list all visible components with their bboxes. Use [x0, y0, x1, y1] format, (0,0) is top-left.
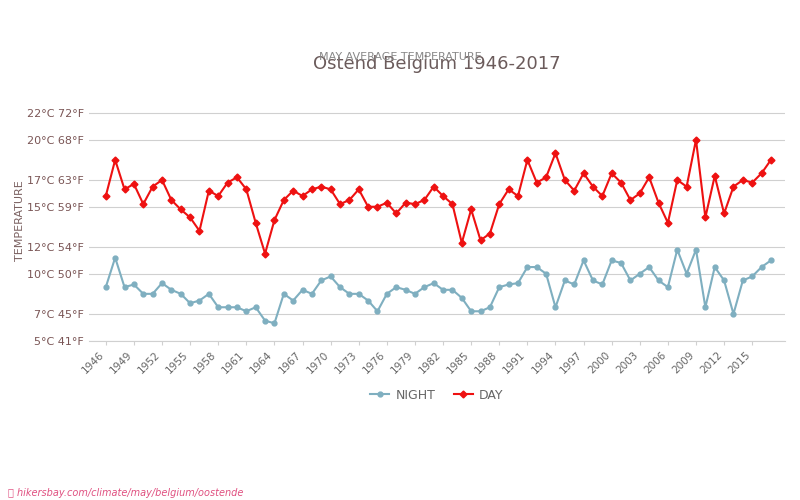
- Title: Ostend Belgium 1946-2017: Ostend Belgium 1946-2017: [313, 55, 561, 73]
- Y-axis label: TEMPERATURE: TEMPERATURE: [15, 180, 25, 260]
- NIGHT: [335, 284, 345, 290]
- DAY: [194, 228, 204, 234]
- DAY: [691, 137, 701, 143]
- Text: 📍 hikersbay.com/climate/may/belgium/oostende: 📍 hikersbay.com/climate/may/belgium/oost…: [8, 488, 243, 498]
- DAY: [560, 177, 570, 183]
- DAY: [485, 230, 494, 236]
- NIGHT: [729, 311, 738, 317]
- NIGHT: [485, 304, 494, 310]
- Line: NIGHT: NIGHT: [103, 247, 774, 326]
- DAY: [729, 184, 738, 190]
- NIGHT: [532, 264, 542, 270]
- NIGHT: [101, 284, 110, 290]
- NIGHT: [560, 278, 570, 283]
- DAY: [260, 250, 270, 256]
- DAY: [335, 201, 345, 207]
- NIGHT: [766, 258, 776, 264]
- DAY: [532, 180, 542, 186]
- Line: DAY: DAY: [103, 138, 774, 256]
- NIGHT: [194, 298, 204, 304]
- Legend: NIGHT, DAY: NIGHT, DAY: [366, 384, 509, 407]
- DAY: [101, 193, 110, 199]
- Text: MAY AVERAGE TEMPERATURE: MAY AVERAGE TEMPERATURE: [318, 52, 482, 62]
- DAY: [766, 157, 776, 163]
- NIGHT: [270, 320, 279, 326]
- NIGHT: [673, 246, 682, 252]
